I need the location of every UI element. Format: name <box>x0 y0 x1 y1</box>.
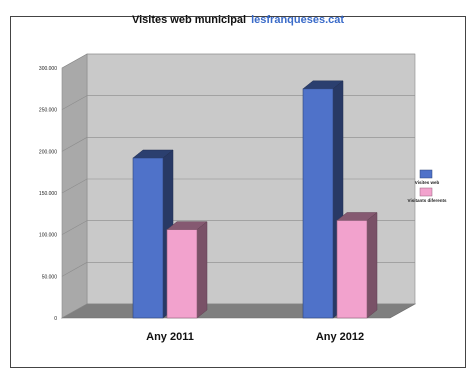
y-tick-label: 100.000 <box>39 233 57 239</box>
x-category-label: Any 2011 <box>146 331 194 343</box>
y-tick-label: 300.000 <box>39 66 57 72</box>
legend-swatch <box>419 187 433 197</box>
bar <box>302 88 334 319</box>
gridline <box>61 53 415 69</box>
bar-side <box>366 211 378 319</box>
y-tick-label: 150.000 <box>39 191 57 197</box>
bar-side <box>196 221 208 319</box>
legend-label: Visitants diferents <box>408 198 447 203</box>
chart-title: Visites web municipal lesfranqueses.cat <box>0 14 476 26</box>
bar <box>166 229 198 319</box>
x-category-label: Any 2012 <box>316 331 364 343</box>
y-tick-label: 50.000 <box>42 274 58 280</box>
y-tick-label: 250.000 <box>39 108 57 114</box>
y-tick-label: 200.000 <box>39 149 57 155</box>
legend-swatch <box>419 169 433 179</box>
legend-label: Visites web <box>415 180 440 185</box>
bar <box>336 220 368 319</box>
y-tick-label: 0 <box>54 316 57 322</box>
title-site: lesfranqueses.cat <box>251 14 345 26</box>
bar <box>132 157 164 319</box>
title-text: Visites web municipal <box>131 14 247 26</box>
